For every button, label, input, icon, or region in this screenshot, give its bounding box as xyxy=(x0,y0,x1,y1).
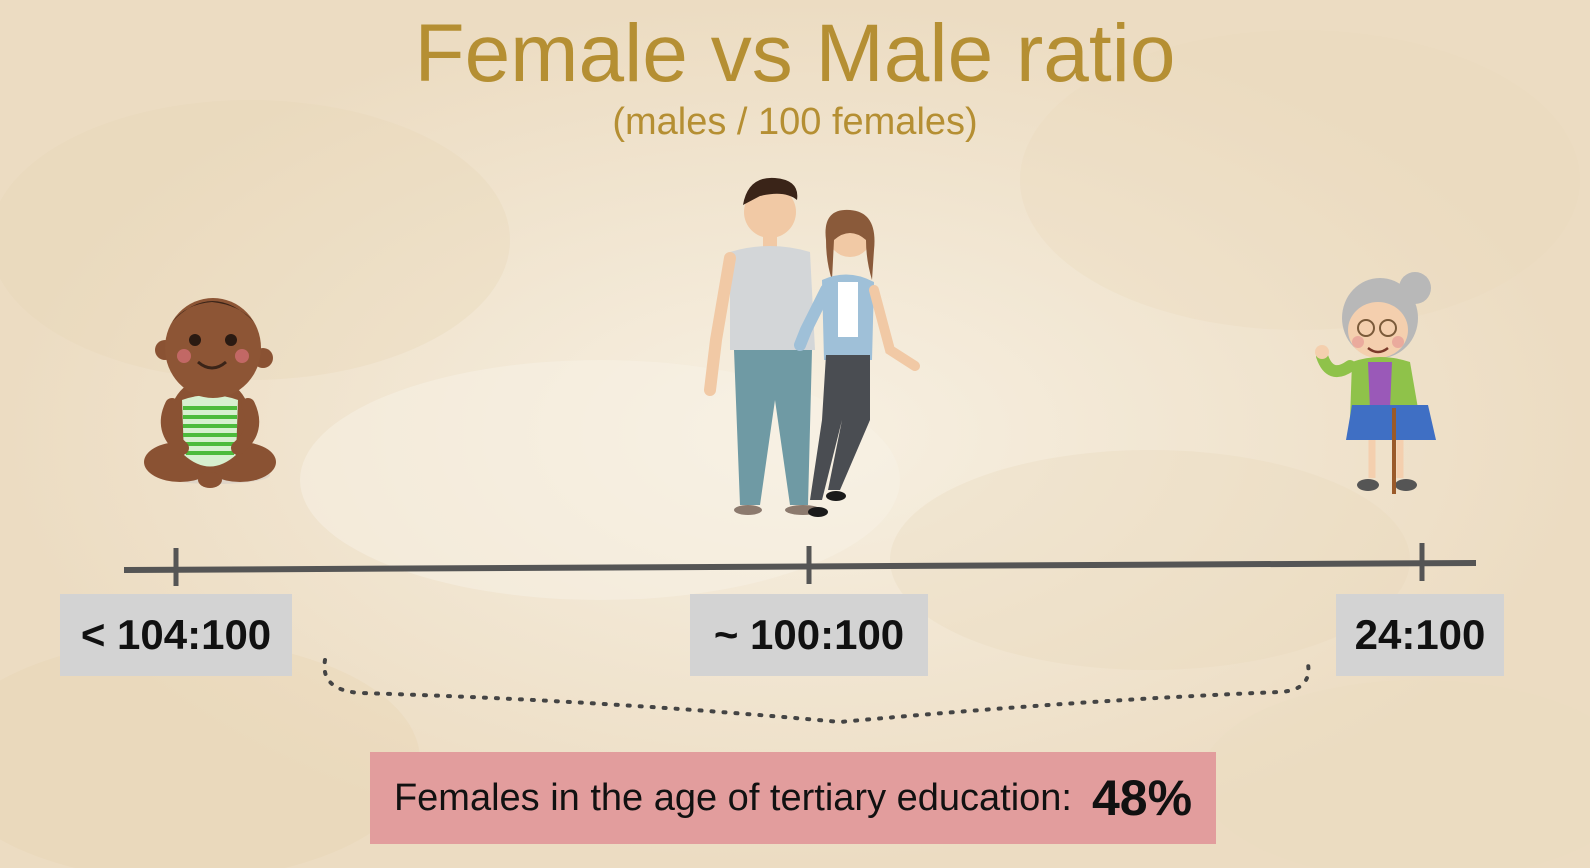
info-text: Females in the age of tertiary education… xyxy=(393,776,1072,819)
grandmother-figure xyxy=(1315,272,1436,494)
baby-figure xyxy=(144,298,276,488)
page-title: Female vs Male ratio xyxy=(414,8,1176,99)
info-percentage: 48% xyxy=(1091,770,1193,826)
ratio-label-adult: ~ 100:100 xyxy=(690,594,928,676)
tertiary-education-info: Females in the age of tertiary education… xyxy=(370,752,1216,844)
page-subtitle: (males / 100 females) xyxy=(612,101,978,143)
ratio-label-elder: 24:100 xyxy=(1336,594,1504,676)
timeline-axis xyxy=(123,560,1477,573)
dotted-bracket xyxy=(322,658,1311,725)
adult-couple-figure xyxy=(704,177,920,517)
ratio-label-baby: < 104:100 xyxy=(60,594,292,676)
